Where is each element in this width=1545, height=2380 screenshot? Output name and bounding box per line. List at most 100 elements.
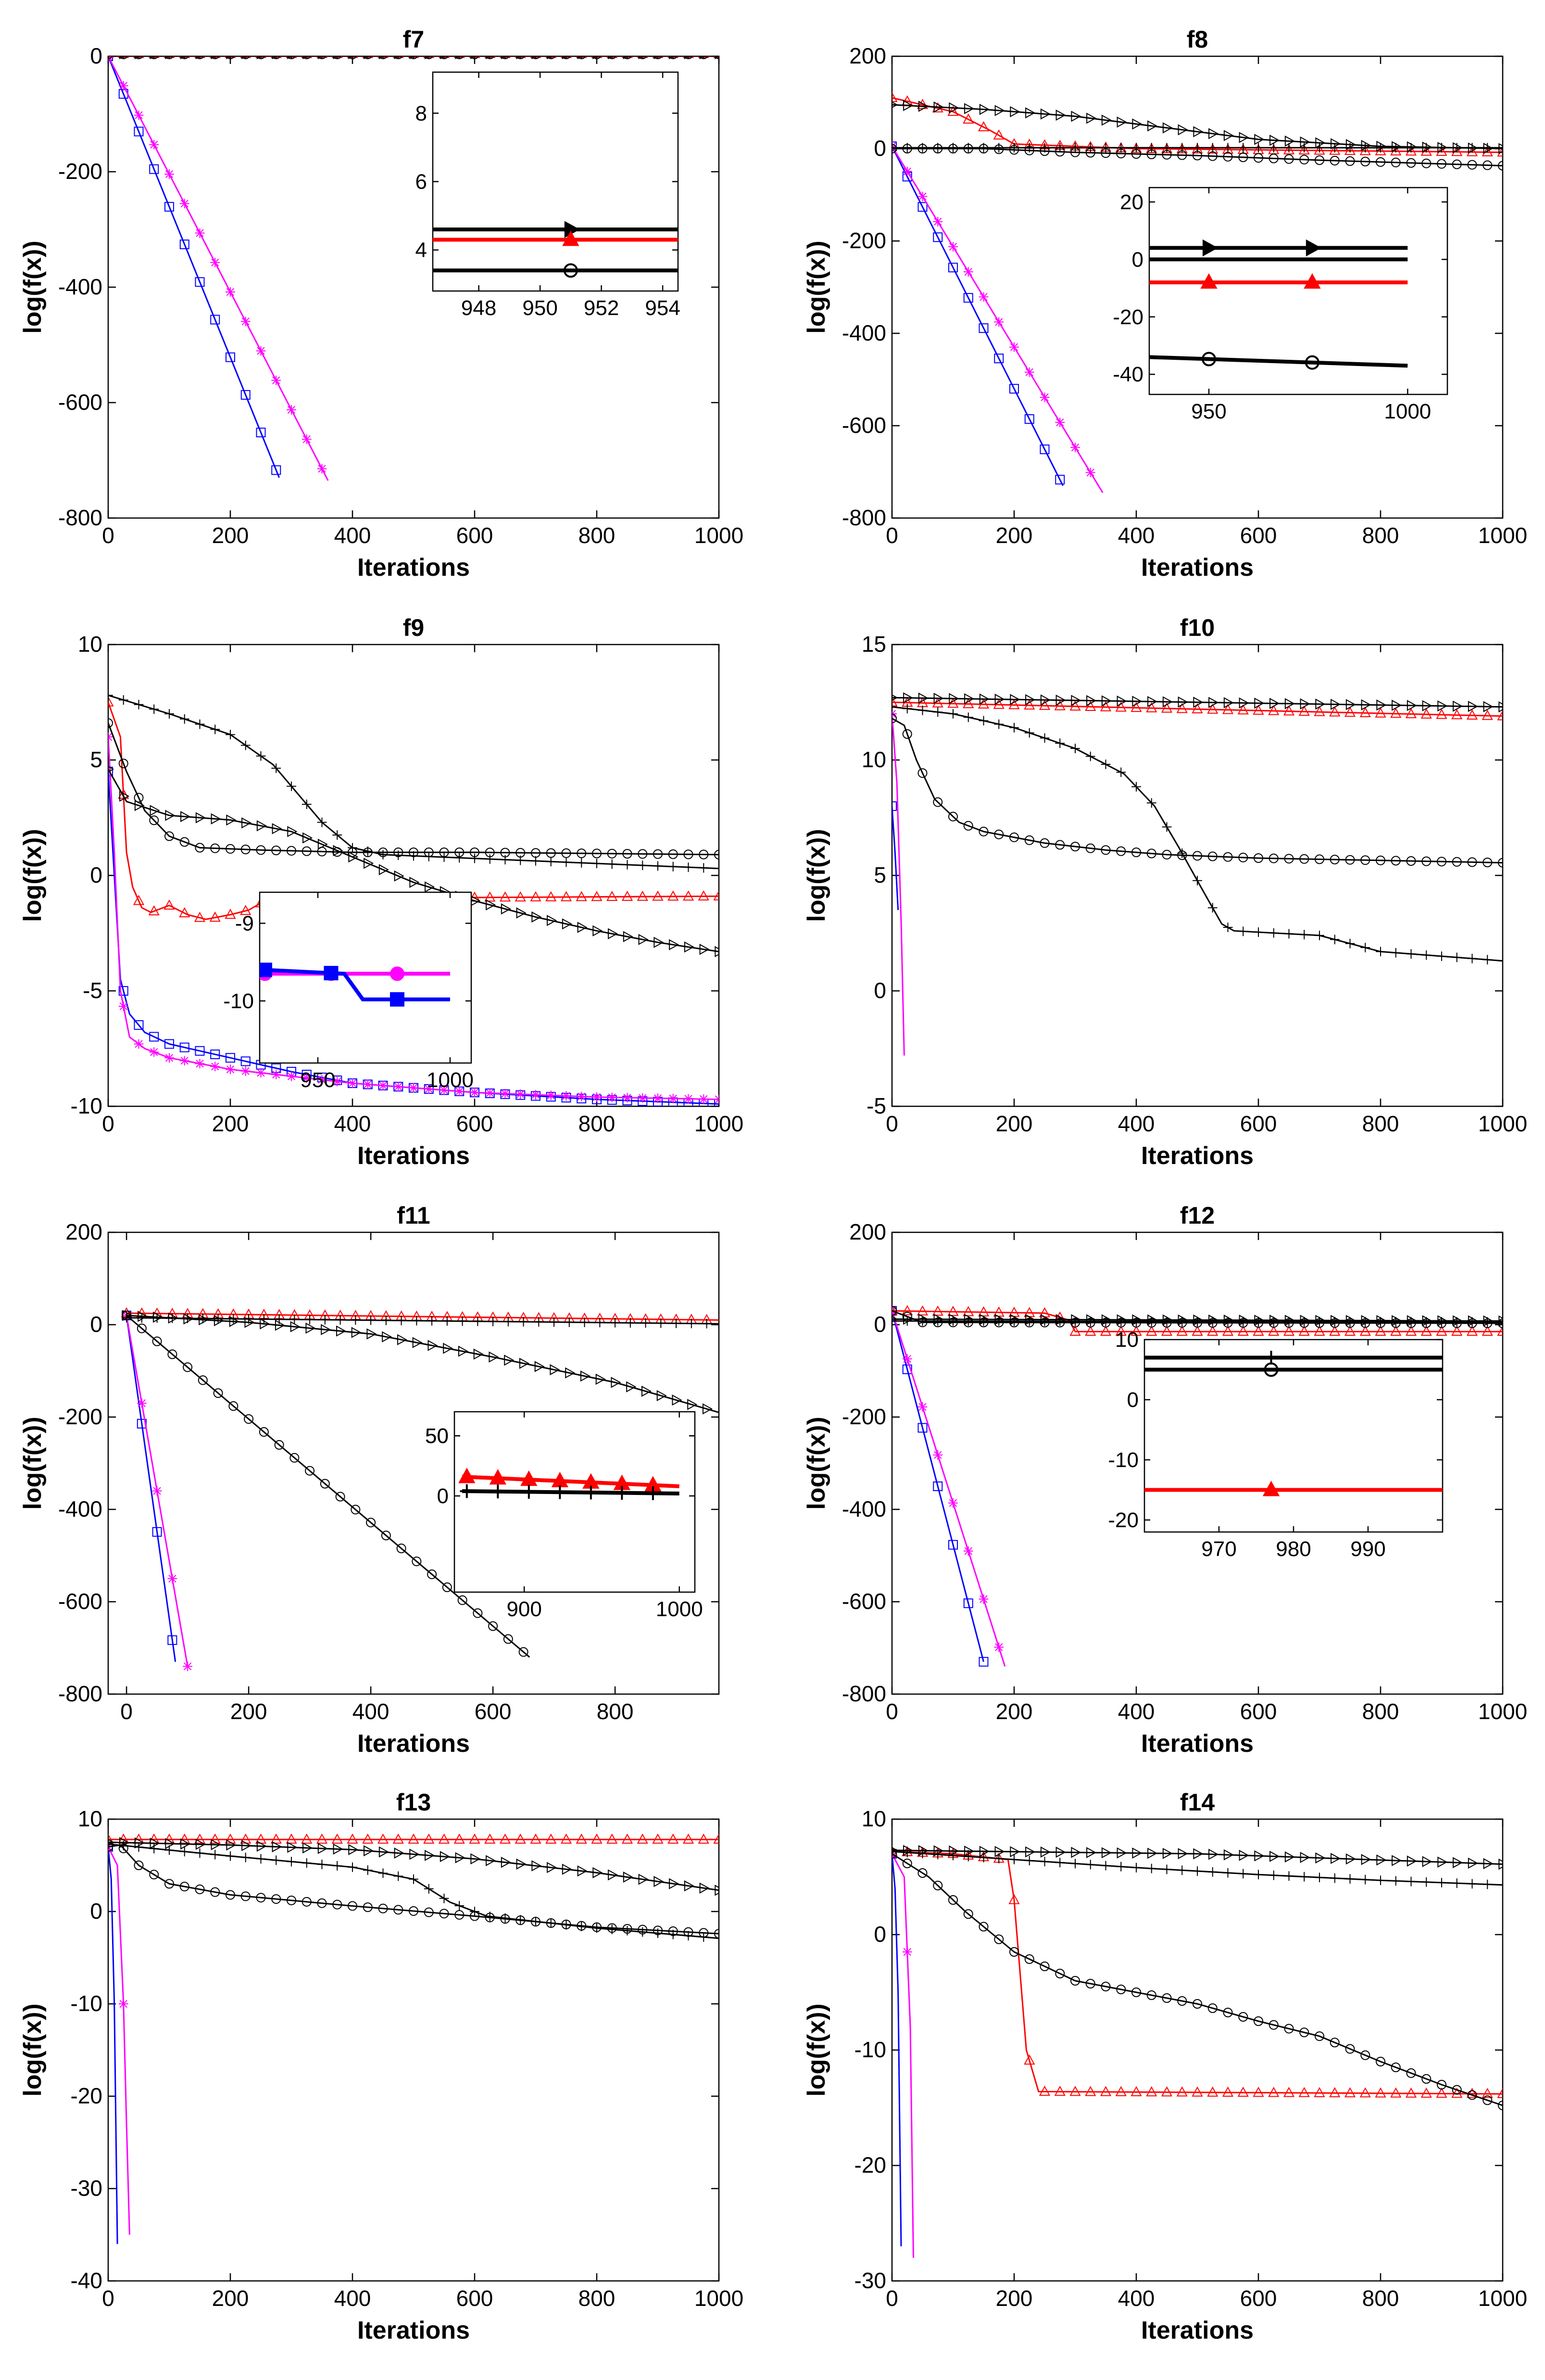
data-marker bbox=[1330, 2038, 1340, 2048]
data-marker bbox=[1329, 706, 1341, 717]
data-marker bbox=[244, 1414, 254, 1424]
data-marker bbox=[179, 714, 189, 724]
data-marker bbox=[562, 918, 572, 930]
data-marker bbox=[580, 1370, 591, 1382]
data-marker bbox=[1299, 854, 1309, 864]
data-marker bbox=[1207, 151, 1218, 161]
data-marker bbox=[933, 1849, 943, 1860]
data-marker bbox=[577, 858, 587, 868]
data-marker bbox=[489, 56, 490, 59]
data-marker bbox=[1024, 1856, 1034, 1865]
data-marker bbox=[1101, 1847, 1112, 1859]
data-marker bbox=[621, 1833, 633, 1844]
y-tick-label: 0 bbox=[874, 1922, 886, 1947]
data-marker bbox=[398, 56, 399, 59]
data-marker bbox=[455, 1852, 465, 1863]
data-marker bbox=[1238, 143, 1248, 152]
subplot-f12: 0 200 400 600 800 1000-800-600-400-2000200f12… bbox=[803, 1202, 1527, 1758]
plot-area bbox=[108, 690, 719, 1106]
data-marker bbox=[546, 857, 556, 867]
series-line bbox=[892, 148, 1503, 166]
data-marker bbox=[1315, 1852, 1326, 1864]
data-marker bbox=[210, 724, 220, 734]
data-marker bbox=[1345, 2044, 1355, 2054]
data-marker bbox=[1055, 695, 1066, 706]
data-marker bbox=[683, 862, 693, 872]
data-marker bbox=[576, 891, 587, 901]
data-marker bbox=[302, 1842, 313, 1854]
data-marker bbox=[657, 56, 658, 59]
inset-marker bbox=[1264, 1362, 1279, 1377]
data-marker bbox=[1436, 2088, 1447, 2098]
series-black-plus bbox=[892, 1316, 1503, 1327]
data-marker bbox=[167, 1313, 177, 1323]
data-marker bbox=[256, 1893, 266, 1903]
data-marker bbox=[1482, 955, 1493, 965]
data-marker bbox=[1269, 1850, 1280, 1862]
data-marker bbox=[917, 705, 928, 715]
data-marker bbox=[470, 1853, 481, 1865]
data-marker bbox=[979, 693, 990, 705]
data-marker bbox=[1406, 949, 1416, 959]
data-marker bbox=[1100, 701, 1112, 711]
data-marker bbox=[1453, 700, 1463, 712]
data-marker bbox=[1055, 1858, 1065, 1868]
data-marker bbox=[1345, 1874, 1355, 1884]
data-marker bbox=[1207, 2003, 1218, 2013]
data-marker bbox=[948, 709, 958, 719]
data-marker bbox=[933, 707, 943, 717]
x-tick-label: 200 bbox=[212, 2286, 249, 2311]
data-marker bbox=[1391, 1318, 1401, 1328]
y-axis-label: log(f(x)) bbox=[803, 829, 830, 922]
data-marker bbox=[1329, 1325, 1341, 1336]
data-marker bbox=[1482, 709, 1493, 720]
data-marker bbox=[1422, 1856, 1432, 1867]
data-marker bbox=[516, 1858, 527, 1870]
data-marker bbox=[668, 56, 678, 60]
data-marker bbox=[1010, 1846, 1020, 1858]
data-marker bbox=[443, 1342, 453, 1354]
data-marker bbox=[562, 56, 571, 60]
data-marker bbox=[963, 293, 973, 303]
inset-series-red-triangle-up bbox=[433, 230, 678, 246]
data-marker bbox=[1269, 143, 1279, 152]
data-marker bbox=[486, 1855, 496, 1866]
data-marker bbox=[902, 1859, 912, 1868]
x-tick-label: 600 bbox=[1240, 2286, 1277, 2311]
data-marker bbox=[470, 1088, 479, 1098]
data-marker bbox=[994, 354, 1004, 364]
data-marker bbox=[638, 849, 648, 859]
data-marker bbox=[1283, 2087, 1295, 2097]
data-marker bbox=[363, 848, 373, 857]
chart-title: f12 bbox=[1180, 1202, 1215, 1229]
plot-area bbox=[892, 91, 1503, 493]
data-marker bbox=[504, 56, 506, 59]
inset-series-black-triangle-right bbox=[1149, 239, 1408, 257]
chart-title: f11 bbox=[397, 1202, 430, 1229]
data-marker bbox=[892, 1306, 897, 1316]
y-axis-label: log(f(x)) bbox=[803, 2003, 830, 2096]
data-marker bbox=[1055, 1847, 1066, 1858]
data-marker bbox=[637, 890, 648, 901]
inset-marker bbox=[1304, 273, 1321, 289]
data-marker bbox=[164, 831, 174, 841]
data-marker bbox=[561, 1919, 571, 1929]
inset-marker bbox=[1264, 1351, 1278, 1365]
data-marker bbox=[1146, 149, 1156, 159]
data-marker bbox=[256, 845, 266, 855]
data-marker bbox=[1314, 2087, 1325, 2097]
x-tick-label: 0 bbox=[102, 523, 114, 548]
data-marker bbox=[108, 767, 113, 776]
data-marker bbox=[1147, 120, 1158, 132]
data-marker bbox=[108, 1833, 114, 1844]
data-marker bbox=[591, 891, 603, 901]
data-marker bbox=[1466, 709, 1478, 720]
data-marker bbox=[1498, 143, 1503, 154]
data-marker bbox=[1238, 926, 1248, 937]
data-marker bbox=[138, 1311, 148, 1322]
data-marker bbox=[1299, 2027, 1309, 2038]
data-marker bbox=[1177, 1996, 1187, 2006]
data-marker bbox=[979, 1317, 989, 1328]
data-marker bbox=[1040, 444, 1050, 455]
data-marker bbox=[1315, 930, 1324, 940]
